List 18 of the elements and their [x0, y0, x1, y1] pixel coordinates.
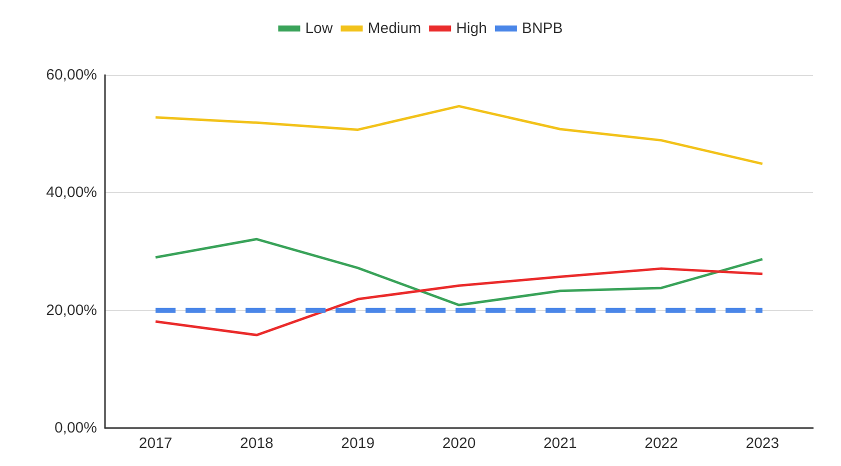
line-series: [154, 104, 764, 166]
x-tick-label: 2020: [442, 435, 476, 452]
legend-label: Medium: [368, 20, 422, 37]
line-series: [154, 267, 764, 336]
x-tick-label: 2017: [138, 435, 172, 452]
legend-label: Low: [305, 20, 333, 37]
y-tick-label: 60,00%: [46, 66, 97, 84]
legend-label: High: [456, 20, 487, 37]
y-tick-label: 40,00%: [46, 184, 97, 202]
x-tick-label: 2021: [543, 435, 577, 452]
y-tick-label: 20,00%: [46, 302, 97, 319]
line-series: [154, 238, 764, 306]
x-tick-label: 2023: [746, 435, 780, 452]
x-tick-label: 2019: [341, 435, 375, 452]
y-tick-label: 0,00%: [54, 420, 97, 436]
legend-label: BNPB: [522, 20, 563, 37]
x-tick-label: 2022: [644, 435, 678, 452]
x-tick-label: 2018: [240, 435, 274, 452]
